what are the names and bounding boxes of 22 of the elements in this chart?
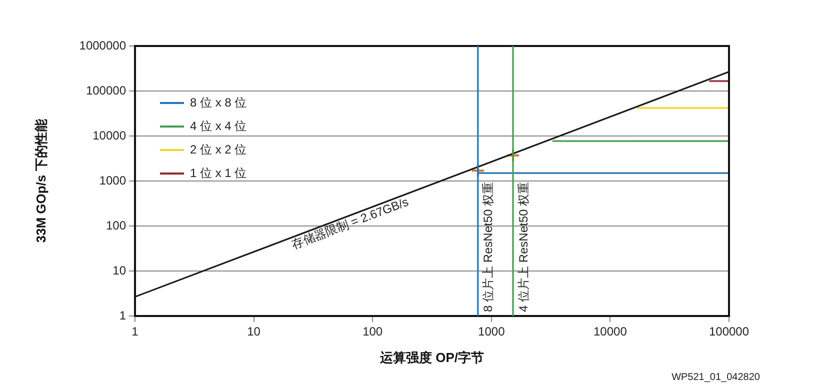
legend-label: 1 位 x 1 位 <box>190 166 247 180</box>
ref-line-label: 8 位片上 ResNet50 权重 <box>481 182 496 312</box>
y-tick-label: 1000 <box>99 173 126 188</box>
text: WP521_01_042820 <box>672 372 760 383</box>
x-tick-label: 100000 <box>708 324 750 339</box>
x-tick-label: 100 <box>362 324 383 339</box>
legend-label: 4 位 x 4 位 <box>190 118 247 133</box>
x-axis-title: 运算强度 OP/字节 <box>378 350 484 365</box>
x-tick-label: 1 <box>132 324 139 339</box>
y-tick-label: 100000 <box>86 83 126 98</box>
y-tick-label: 10 <box>112 263 126 278</box>
legend-label: 8 位 x 8 位 <box>190 95 247 110</box>
legend-label: 2 位 x 2 位 <box>190 142 247 156</box>
y-axis-title: 33M GOp/s 下的性能 <box>33 118 48 243</box>
y-tick-label: 1000000 <box>79 38 126 52</box>
ref-line-label: 4 位片上 ResNet50 权重 <box>516 182 530 312</box>
x-tick-label: 1000 <box>478 324 506 339</box>
y-tick-label: 1 <box>119 308 126 322</box>
y-tick-label: 10000 <box>92 128 126 142</box>
y-tick-label: 100 <box>106 218 126 232</box>
x-tick-label: 10000 <box>594 324 628 339</box>
x-tick-label: 10 <box>247 324 261 339</box>
